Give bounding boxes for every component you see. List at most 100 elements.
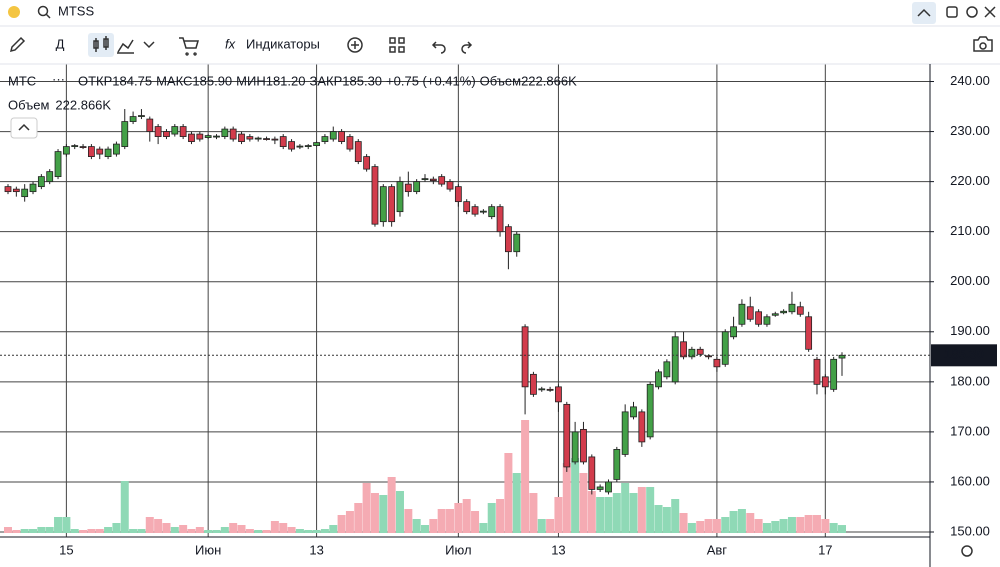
volume-bar (829, 523, 838, 533)
volume-bar (554, 497, 563, 533)
candle-body (471, 206, 479, 215)
candle-body (504, 226, 512, 253)
candle-body (588, 456, 596, 490)
redo-button[interactable] (461, 41, 473, 54)
candle-body (21, 188, 29, 198)
chart-type-button[interactable] (117, 39, 134, 54)
layout-button[interactable] (389, 37, 405, 53)
candle-body (830, 358, 838, 390)
volume-bar (287, 527, 296, 533)
candle-body (204, 135, 212, 138)
volume-bar (779, 519, 788, 533)
undo-button[interactable] (431, 41, 446, 54)
volume-bar (787, 517, 796, 533)
candle-body (279, 136, 287, 147)
volume-bar (212, 530, 221, 533)
x-tick-label: Июл (445, 542, 471, 557)
cart-button[interactable] (179, 37, 199, 56)
volume-bar (62, 517, 71, 533)
close-button[interactable] (984, 6, 996, 18)
volume-bar (812, 515, 821, 533)
search-icon[interactable] (37, 5, 49, 17)
window-button[interactable] (946, 6, 958, 18)
info-value: 181.20 (266, 73, 306, 88)
candle-body (62, 146, 70, 155)
candle-body (496, 206, 504, 233)
volume-bar (145, 517, 154, 533)
volume-bar (254, 530, 263, 533)
candle-body (354, 141, 362, 163)
candle-body (179, 126, 187, 137)
volume-value: 222.866K (521, 73, 577, 88)
candle-body (304, 145, 312, 147)
volume-bar (671, 499, 680, 533)
volume-bar (270, 521, 279, 533)
volume-bar (170, 527, 179, 533)
volume-bar (379, 495, 388, 533)
candle-body (429, 178, 437, 182)
volume-bar (387, 477, 396, 533)
candle-body (321, 136, 329, 142)
legend-dots: ··· (52, 71, 65, 86)
candle-body (454, 186, 462, 203)
candle-body (196, 133, 204, 140)
volume-bar (754, 519, 763, 533)
candle-body (763, 316, 771, 325)
collapse-icon (917, 8, 931, 17)
search-text[interactable]: MTSS (58, 3, 94, 18)
candle-body (338, 131, 346, 142)
volume-bar (337, 515, 346, 533)
volume-bar (329, 525, 338, 533)
volume-bar (771, 521, 780, 533)
candle-body (188, 133, 195, 142)
candle-body (271, 138, 279, 141)
candle-body (413, 181, 421, 193)
candle-body (329, 131, 337, 140)
candle-body (530, 373, 537, 395)
candle-body (296, 145, 304, 148)
y-tick-label: 170.00 (950, 423, 990, 438)
settings-button[interactable] (961, 545, 973, 557)
candles-button[interactable] (88, 33, 114, 57)
indicators-button[interactable]: Индикаторы (246, 36, 320, 51)
volume-bar (587, 491, 596, 533)
volume-bar (195, 527, 204, 533)
collapse-button[interactable] (912, 2, 936, 24)
screenshot-button[interactable] (973, 36, 993, 52)
volume-bar (662, 507, 671, 533)
volume-bar (596, 497, 605, 533)
candle-body (563, 403, 571, 468)
y-tick-label: 180.00 (950, 373, 990, 388)
volume-bar (45, 527, 54, 533)
dropdown-button[interactable] (143, 41, 155, 49)
volume-bar (521, 420, 530, 533)
volume-bar (354, 503, 363, 533)
volume-bar (112, 523, 121, 533)
candle-body (438, 176, 446, 185)
interval-button[interactable]: Д (56, 36, 65, 51)
draw-tool[interactable] (9, 36, 26, 53)
candle-body (680, 341, 687, 358)
candle-body (163, 131, 170, 137)
candle-body (780, 310, 788, 314)
candle-body (805, 316, 813, 350)
volume-bar (12, 530, 21, 533)
volume-bar (679, 513, 688, 533)
top-bar (0, 0, 1000, 25)
add-button[interactable] (347, 37, 363, 53)
collapse-legend-button[interactable] (10, 117, 38, 139)
candle-body (713, 358, 721, 368)
last-price-label: 185.30 (944, 347, 984, 362)
candle-body (96, 148, 104, 155)
candle-body (4, 186, 12, 193)
last-price-box (931, 344, 997, 367)
window-button[interactable] (966, 6, 978, 18)
candle-body (555, 386, 562, 403)
volume-legend-value: 222.866K (55, 97, 111, 112)
candle-body (721, 331, 729, 365)
y-tick-label: 200.00 (950, 273, 990, 288)
volume-bar (612, 493, 621, 533)
candle-body (688, 348, 696, 358)
